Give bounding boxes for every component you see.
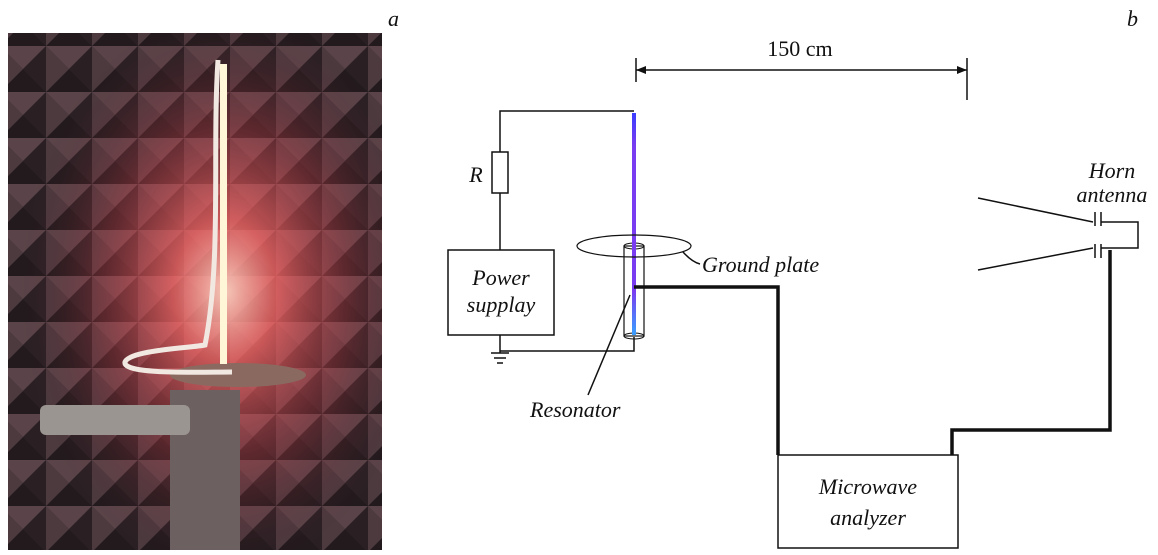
wire (500, 337, 634, 351)
horn-label: antenna (1077, 182, 1148, 207)
arrow (957, 66, 967, 74)
analyzer-label: analyzer (830, 505, 906, 530)
analyzer-box (778, 455, 958, 548)
coax-cable (634, 287, 778, 455)
panel-label: a (388, 6, 399, 31)
waveguide (1101, 222, 1138, 248)
power-supply-label: Power (471, 265, 530, 290)
schematic (448, 58, 1138, 548)
distance-label: 150 cm (767, 36, 832, 61)
resonator-label: Resonator (529, 397, 621, 422)
analyzer-label: Microwave (818, 474, 917, 499)
horn (978, 248, 1093, 270)
resistor (492, 152, 508, 193)
figure: a b 150 cm R Power s (0, 0, 1158, 550)
panel-label: b (1127, 6, 1138, 31)
horn-label: Horn (1088, 158, 1135, 183)
power-supply-label: supplay (467, 292, 536, 317)
ground-plate-photo (170, 363, 306, 387)
resistor-label: R (468, 162, 483, 187)
photo (8, 33, 382, 550)
ground-plate-label: Ground plate (702, 252, 819, 277)
leader (683, 252, 700, 264)
wire (500, 111, 634, 152)
page: {"panels": {"a": "a", "b": "b"}, "diagra… (0, 0, 1158, 550)
plasma-photo (220, 64, 227, 364)
coax-cable (952, 250, 1110, 455)
arrow (636, 66, 646, 74)
leader (588, 295, 630, 395)
connector-photo (40, 405, 190, 435)
plasma-column (632, 113, 636, 335)
